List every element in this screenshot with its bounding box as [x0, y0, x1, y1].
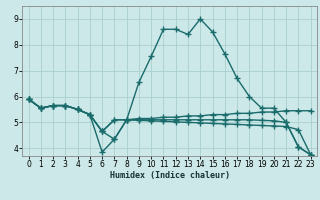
X-axis label: Humidex (Indice chaleur): Humidex (Indice chaleur)	[110, 171, 230, 180]
